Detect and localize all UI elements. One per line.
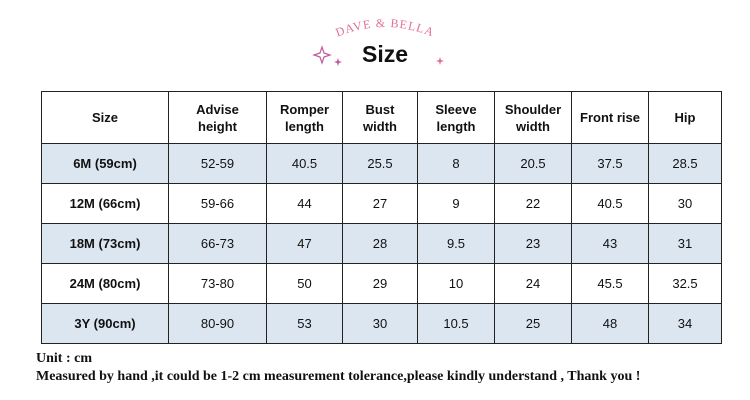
table-cell: 28.5 (648, 143, 722, 184)
table-cell: 29 (342, 263, 418, 304)
table-cell: 48 (571, 303, 649, 344)
table-cell: 53 (266, 303, 343, 344)
table-cell: 12M (66cm) (41, 183, 169, 224)
title: Size (362, 41, 408, 67)
header-text: Front rise (580, 110, 640, 125)
table-cell: 44 (266, 183, 343, 224)
table-cell: 24 (494, 263, 572, 304)
table-cell: 8 (417, 143, 495, 184)
header-cell: Romper length (266, 91, 343, 144)
header-cell: Size (41, 91, 169, 144)
header-cell: Advise height (168, 91, 267, 144)
header-text: Shoulder width (504, 101, 562, 134)
note: Unit : cm (36, 351, 92, 366)
header-text: Bust width (363, 101, 397, 134)
table-cell: 59-66 (168, 183, 267, 224)
table-cell: 50 (266, 263, 343, 304)
header-text: Romper length (279, 101, 330, 134)
header-cell: Hip (648, 91, 722, 144)
header-text: Hip (674, 110, 696, 125)
table-row: 3Y (90cm) 80-90 53 30 10.5 25 48 34 (41, 303, 722, 344)
header-text: Advise height (196, 101, 239, 134)
table-cell: 80-90 (168, 303, 267, 344)
header-row: Size Advise height Romper length Bust width… (41, 91, 722, 144)
header-cell: Bust width (342, 91, 418, 144)
table-cell: 45.5 (571, 263, 649, 304)
brand: DAVE & BELLA (334, 16, 437, 40)
sparkle (312, 45, 332, 65)
table-cell: 9.5 (417, 223, 495, 264)
table-cell: 3Y (90cm) (41, 303, 169, 344)
table-cell: 9 (417, 183, 495, 224)
table-cell: 20.5 (494, 143, 572, 184)
table-cell: 10 (417, 263, 495, 304)
table-row: 18M (73cm) 66-73 47 28 9.5 23 43 31 (41, 223, 722, 264)
header-text: Size (91, 110, 118, 125)
size-table: Size Advise height Romper length Bust width… (41, 91, 722, 344)
header-cell: Sleeve length (417, 91, 495, 144)
table-cell: 40.5 (266, 143, 343, 184)
header: DAVE & BELLA Size (312, 16, 444, 67)
table-row: 24M (80cm) 73-80 50 29 10 24 45.5 32.5 (41, 263, 722, 304)
table-cell: 73-80 (168, 263, 267, 304)
table-cell: 32.5 (648, 263, 722, 304)
header-cell: Shoulder width (494, 91, 572, 144)
table-cell: 37.5 (571, 143, 649, 184)
table-cell: 28 (342, 223, 418, 264)
table-cell: 30 (342, 303, 418, 344)
table-cell: 24M (80cm) (41, 263, 169, 304)
table-cell: 27 (342, 183, 418, 224)
note: Measured by hand ,it could be 1-2 cm mea… (36, 369, 641, 384)
table-cell: 47 (266, 223, 343, 264)
table-cell: 18M (73cm) (41, 223, 169, 264)
table-cell: 10.5 (417, 303, 495, 344)
table-cell: 30 (648, 183, 722, 224)
brand-text: DAVE & BELLA (334, 16, 436, 40)
table-cell: 34 (648, 303, 722, 344)
table-row: 12M (66cm) 59-66 44 27 9 22 40.5 30 (41, 183, 722, 224)
table-cell: 66-73 (168, 223, 267, 264)
sparkle (334, 58, 342, 66)
header-cell: Front rise (571, 91, 649, 144)
table-cell: 25 (494, 303, 572, 344)
table-cell: 31 (648, 223, 722, 264)
table-cell: 52-59 (168, 143, 267, 184)
sparkle (436, 57, 444, 65)
table-cell: 22 (494, 183, 572, 224)
notes: Unit : cm Measured by hand ,it could be 1… (36, 350, 640, 386)
header-text: Sleeve length (435, 101, 477, 134)
table-cell: 6M (59cm) (41, 143, 169, 184)
table-cell: 23 (494, 223, 572, 264)
table-cell: 40.5 (571, 183, 649, 224)
table-row: 6M (59cm) 52-59 40.5 25.5 8 20.5 37.5 28.5 (41, 143, 722, 184)
table-cell: 43 (571, 223, 649, 264)
table-cell: 25.5 (342, 143, 418, 184)
